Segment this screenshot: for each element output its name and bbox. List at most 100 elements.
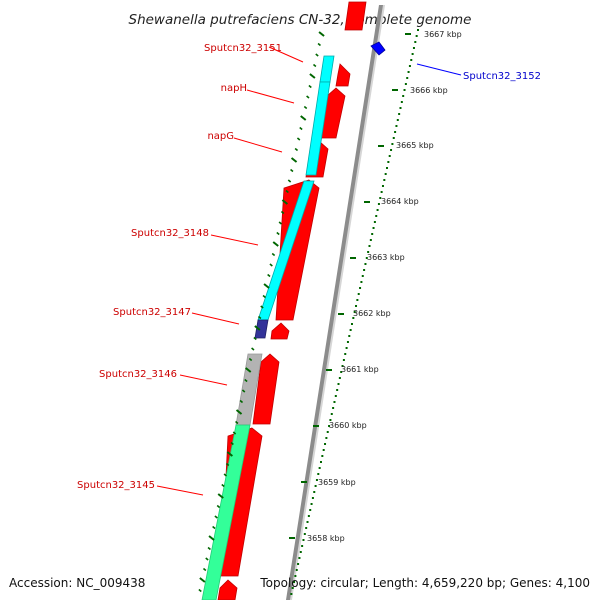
kbp-label-3660: 3660 kbp [329,421,367,430]
ruler-dot [380,191,383,193]
ruler-dot [306,521,309,523]
ruler-dot [414,41,417,43]
gene-arrow-top [344,1,367,31]
ruler-dot [299,551,302,553]
ruler-dot [364,263,367,265]
ruler-dot [372,227,375,229]
ruler-dot [388,155,391,157]
kbp-label-3661: 3661 kbp [341,365,379,374]
ruler-dot [341,365,344,367]
ruler-dot [387,161,390,163]
ruler-dot [398,113,401,115]
gene-arrows [217,1,367,600]
leader-3146 [179,374,228,386]
ruler-dot [319,461,322,463]
ruler-dot [302,539,305,541]
topology-text: Topology: circular; Length: 4,659,220 bp… [259,576,590,590]
ruler-dot [402,95,405,97]
ruler-dot [396,119,399,121]
leader-3145 [156,485,204,496]
ruler-dot [359,287,362,289]
ruler-dot [325,437,328,439]
left-tick [223,473,228,477]
ruler-dot [369,239,372,241]
ruler-dot [303,533,306,535]
left-tick [214,515,218,519]
gene-arrow-3147 [270,322,290,340]
map-title: Shewanella putrefaciens CN-32, complete … [129,12,472,28]
left-tick [312,63,317,68]
ruler-dot [395,125,398,127]
ruler-dot [386,167,389,169]
gene-label-3152[interactable]: Sputcn32_3152 [463,71,541,82]
ruler-dot [412,47,415,49]
left-tick [272,241,279,247]
ruler-dot [365,257,368,259]
ruler-dot [301,545,304,547]
ruler-dot [361,275,364,277]
gene-label-3148[interactable]: Sputcn32_3148 [131,228,209,239]
ruler-dot [367,251,370,253]
left-tick [317,42,321,47]
ruler-dot [321,455,324,457]
left-tick [290,168,294,173]
left-tick [221,483,225,488]
ruler-dot [334,395,337,397]
left-tick [198,588,202,593]
left-tick [239,399,244,404]
left-tick [280,210,285,215]
ruler-dot [307,515,310,517]
ruler-dot [360,281,363,283]
left-tick [257,315,262,320]
ruler-dot [345,347,348,349]
gene-label-3151[interactable]: Sputcn32_3151 [204,43,282,54]
kbp-label-3665: 3665 kbp [396,141,434,150]
ruler-dot [297,563,300,565]
left-tick [290,157,298,163]
ruler-dot [403,89,406,91]
gene-label-napG[interactable]: napG [207,131,234,142]
ruler-dot [346,341,349,343]
ruler-dot [293,581,296,583]
ruler-dot [324,443,327,445]
ruler-dot [417,29,419,31]
backbone [286,5,384,600]
left-tick [253,336,257,341]
gene-label-3146[interactable]: Sputcn32_3146 [99,369,177,380]
left-tick [232,431,237,435]
left-tick [299,126,303,131]
ruler-dot [315,479,318,481]
ruler-dot [390,149,393,151]
left-tick [244,378,248,383]
left-tick [230,441,234,446]
ruler-dot [314,485,317,487]
ruler-dot [337,383,340,385]
left-tick [212,525,216,530]
ruler-dot [356,299,359,301]
left-tick [248,357,253,362]
ruler-dot [318,467,321,469]
left-tick [235,420,239,425]
right-ruler [289,29,419,595]
left-tick [315,53,319,57]
gene-label-3147[interactable]: Sputcn32_3147 [113,307,191,318]
ruler-dot [384,173,387,175]
ruler-dot [298,557,301,559]
left-tick [285,189,289,194]
gene-labels: Sputcn32_3151 napH napG Sputcn32_3148 Sp… [77,43,541,496]
ruler-dot [309,509,312,511]
ruler-dot [305,527,308,529]
kbp-label-3663: 3663 kbp [367,253,405,262]
ruler-dot [330,413,333,415]
gene-label-3145[interactable]: Sputcn32_3145 [77,480,155,491]
left-tick [271,252,276,257]
left-tick [207,546,211,551]
ruler-dot [329,419,332,421]
gene-label-napH[interactable]: napH [221,83,247,94]
ruler-dot [333,401,336,403]
left-tick [263,283,270,289]
left-tick [303,105,308,110]
ruler-dot [368,245,371,247]
left-tick [308,84,312,89]
leader-napG [233,137,283,153]
